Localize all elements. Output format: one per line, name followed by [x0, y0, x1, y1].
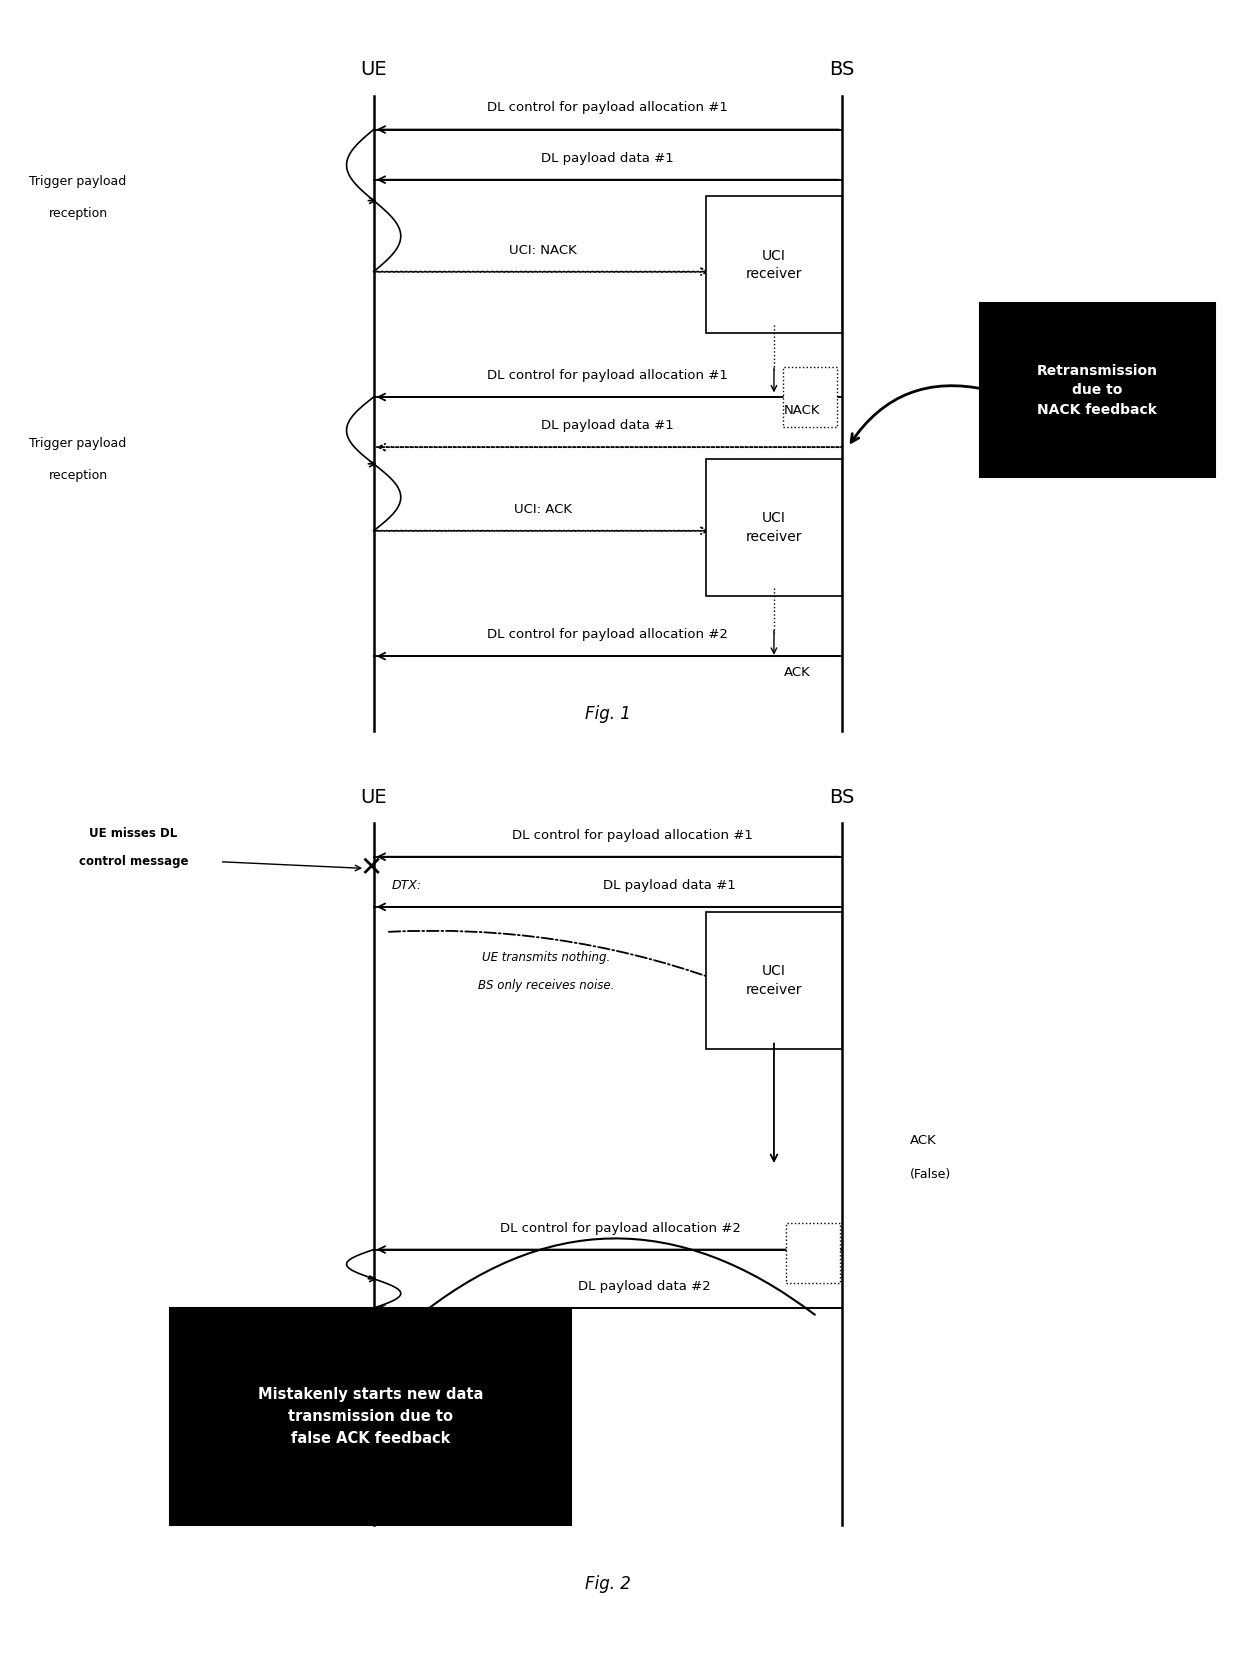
FancyBboxPatch shape — [707, 912, 842, 1048]
Text: DL payload data #1: DL payload data #1 — [542, 418, 675, 432]
FancyBboxPatch shape — [786, 1223, 841, 1284]
Text: Retransmission
due to
NACK feedback: Retransmission due to NACK feedback — [1037, 365, 1158, 417]
FancyBboxPatch shape — [170, 1309, 570, 1525]
Text: UCI
receiver: UCI receiver — [745, 511, 802, 544]
Text: reception: reception — [48, 207, 108, 220]
FancyBboxPatch shape — [782, 366, 837, 427]
Text: UE transmits nothing.: UE transmits nothing. — [482, 951, 610, 964]
Text: UE misses DL: UE misses DL — [89, 827, 177, 840]
Text: NACK: NACK — [784, 403, 821, 417]
Text: DL control for payload allocation #2: DL control for payload allocation #2 — [500, 1221, 740, 1235]
Text: DL payload data #1: DL payload data #1 — [542, 151, 675, 165]
Text: (False): (False) — [909, 1168, 951, 1181]
Text: Fig. 1: Fig. 1 — [585, 706, 631, 722]
Text: Trigger payload: Trigger payload — [30, 175, 126, 188]
Text: BS: BS — [830, 60, 854, 79]
FancyBboxPatch shape — [707, 197, 842, 334]
Text: DL control for payload allocation #1: DL control for payload allocation #1 — [487, 101, 728, 114]
Text: ACK: ACK — [784, 667, 811, 679]
Text: Fig. 2: Fig. 2 — [585, 1574, 631, 1593]
FancyBboxPatch shape — [980, 304, 1215, 477]
Text: UE: UE — [361, 788, 387, 806]
Text: BS: BS — [830, 788, 854, 806]
Text: DL control for payload allocation #2: DL control for payload allocation #2 — [487, 628, 728, 642]
Text: BS only receives noise.: BS only receives noise. — [477, 979, 614, 991]
Text: ACK: ACK — [909, 1134, 936, 1147]
Text: UCI: NACK: UCI: NACK — [510, 244, 577, 257]
Text: reception: reception — [48, 469, 108, 482]
Text: DL control for payload allocation #1: DL control for payload allocation #1 — [512, 828, 753, 842]
Text: DL payload data #1: DL payload data #1 — [603, 879, 735, 892]
Text: Mistakenly starts new data
transmission due to
false ACK feedback: Mistakenly starts new data transmission … — [258, 1388, 484, 1446]
FancyBboxPatch shape — [707, 459, 842, 596]
Text: ✕: ✕ — [360, 855, 383, 882]
Text: DTX:: DTX: — [392, 879, 423, 892]
Text: control message: control message — [79, 855, 188, 869]
Text: UE: UE — [361, 60, 387, 79]
Text: UCI
receiver: UCI receiver — [745, 249, 802, 281]
Text: Trigger payload: Trigger payload — [30, 437, 126, 450]
Text: UCI
receiver: UCI receiver — [745, 964, 802, 996]
Text: DL payload data #2: DL payload data #2 — [578, 1280, 711, 1294]
Text: DL control for payload allocation #1: DL control for payload allocation #1 — [487, 370, 728, 381]
Text: UCI: ACK: UCI: ACK — [515, 502, 572, 516]
